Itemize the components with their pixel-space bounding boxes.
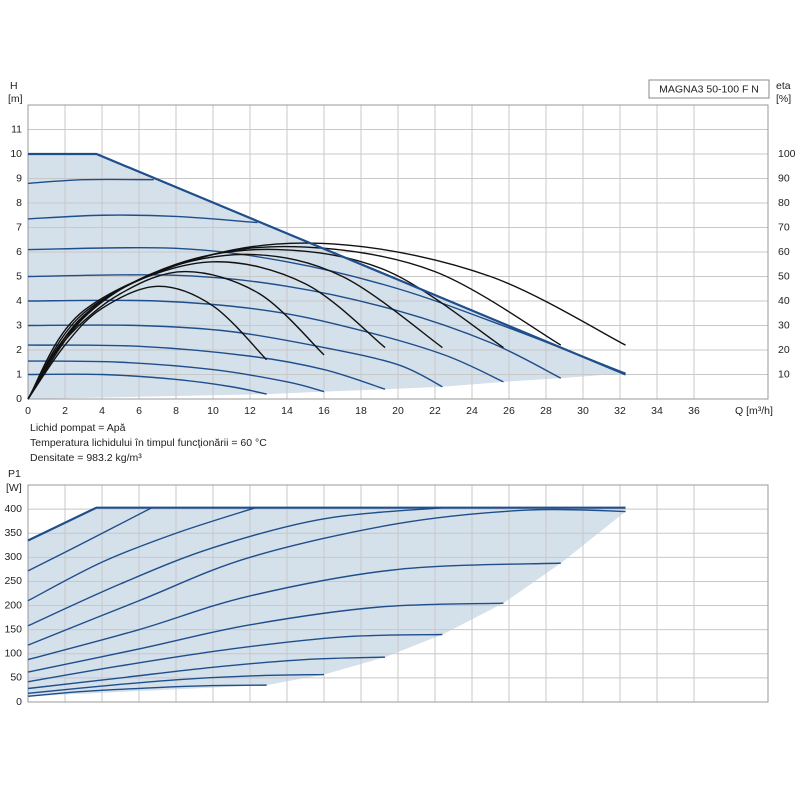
y-tick-label: 400 xyxy=(4,503,22,515)
y2-tick-label: 30 xyxy=(778,319,790,331)
x-tick-label: 32 xyxy=(614,405,626,417)
max-curve xyxy=(27,506,626,542)
plot-frame xyxy=(27,484,769,703)
x-tick-label: 14 xyxy=(281,405,293,417)
pump-curve xyxy=(27,508,626,646)
y-tick-label: 5 xyxy=(16,270,22,282)
y-tick-label: 10 xyxy=(10,148,22,160)
pump-curve xyxy=(27,246,626,374)
y-tick-label: 0 xyxy=(16,393,22,405)
pump-curve xyxy=(27,673,325,695)
y-label: P1 xyxy=(8,468,21,480)
x-tick-label: 10 xyxy=(207,405,219,417)
efficiency-curve xyxy=(27,242,626,400)
x-tick-label: 20 xyxy=(392,405,404,417)
pump-curve xyxy=(27,656,386,690)
x-tick-label: 24 xyxy=(466,405,478,417)
y-tick-label: 0 xyxy=(16,696,22,708)
x-tick-label: 2 xyxy=(62,405,68,417)
efficiency-curve xyxy=(27,285,268,400)
y-tick-label: 4 xyxy=(16,295,22,307)
pump-curve xyxy=(27,178,154,185)
note: Lichid pompat = Apă xyxy=(30,422,126,434)
y2-tick-label: 80 xyxy=(778,197,790,209)
y2-tick-label: 90 xyxy=(778,172,790,184)
pump-curve xyxy=(27,360,325,393)
pump-curve xyxy=(27,506,256,602)
x-tick-label: 26 xyxy=(503,405,515,417)
y2-label: eta xyxy=(776,80,791,92)
max-curve xyxy=(28,152,626,376)
y-tick-label: 250 xyxy=(4,575,22,587)
x-tick-label: 16 xyxy=(318,405,330,417)
y2-tick-label: 70 xyxy=(778,221,790,233)
y2-unit: [%] xyxy=(776,93,791,105)
y2-tick-label: 50 xyxy=(778,270,790,282)
pump-curve xyxy=(27,506,445,627)
y-tick-label: 200 xyxy=(4,599,22,611)
note: Temperatura lichidului în timpul funcţio… xyxy=(30,437,267,449)
title-box xyxy=(648,79,770,99)
pump-curve xyxy=(27,299,504,383)
x-tick-label: 12 xyxy=(244,405,256,417)
y2-tick-label: 60 xyxy=(778,246,790,258)
y2-tick-label: 40 xyxy=(778,295,790,307)
pump-curve xyxy=(27,602,504,673)
pump-curve xyxy=(27,344,386,390)
pump-curve xyxy=(27,633,443,683)
y-tick-label: 3 xyxy=(16,319,22,331)
efficiency-curve xyxy=(27,270,325,400)
operating-area xyxy=(28,507,626,697)
y-tick-label: 6 xyxy=(16,246,22,258)
pump-curve xyxy=(27,684,267,697)
note: Densitate = 983.2 kg/m³ xyxy=(30,452,142,464)
x-tick-label: 30 xyxy=(577,405,589,417)
y2-tick-label: 10 xyxy=(778,368,790,380)
y-label: H xyxy=(10,80,18,92)
x-tick-label: 28 xyxy=(540,405,552,417)
y-tick-label: 100 xyxy=(4,648,22,660)
y-tick-label: 9 xyxy=(16,172,22,184)
x-tick-label: 22 xyxy=(429,405,441,417)
y2-tick-label: 20 xyxy=(778,344,790,356)
y-tick-label: 8 xyxy=(16,197,22,209)
y-tick-label: 7 xyxy=(16,221,22,233)
y-unit: [W] xyxy=(6,482,22,494)
x-tick-label: 4 xyxy=(99,405,105,417)
efficiency-curve xyxy=(27,253,443,400)
pump-curve xyxy=(27,373,267,395)
y-tick-label: 50 xyxy=(10,672,22,684)
x-tick-label: 18 xyxy=(355,405,367,417)
y-tick-label: 11 xyxy=(11,123,22,135)
x-tick-label: 34 xyxy=(651,405,663,417)
y-tick-label: 1 xyxy=(16,368,22,380)
x-label: Q [m³/h] xyxy=(735,405,773,417)
plot-frame xyxy=(27,104,769,400)
efficiency-curve xyxy=(27,245,562,400)
pump-curve xyxy=(27,562,561,661)
y-tick-label: 2 xyxy=(16,344,22,356)
y-unit: [m] xyxy=(8,93,23,105)
chart-title: MAGNA3 50-100 F N xyxy=(659,83,759,95)
x-tick-label: 8 xyxy=(173,405,179,417)
y2-tick-label: 100 xyxy=(778,148,796,160)
x-tick-label: 0 xyxy=(25,405,31,417)
pump-curve xyxy=(27,324,443,388)
pump-curve xyxy=(27,507,153,572)
x-tick-label: 6 xyxy=(136,405,142,417)
y-tick-label: 300 xyxy=(4,551,22,563)
y-tick-label: 150 xyxy=(4,623,22,635)
pump-curve xyxy=(27,214,258,224)
x-tick-label: 36 xyxy=(688,405,700,417)
y-tick-label: 350 xyxy=(4,527,22,539)
